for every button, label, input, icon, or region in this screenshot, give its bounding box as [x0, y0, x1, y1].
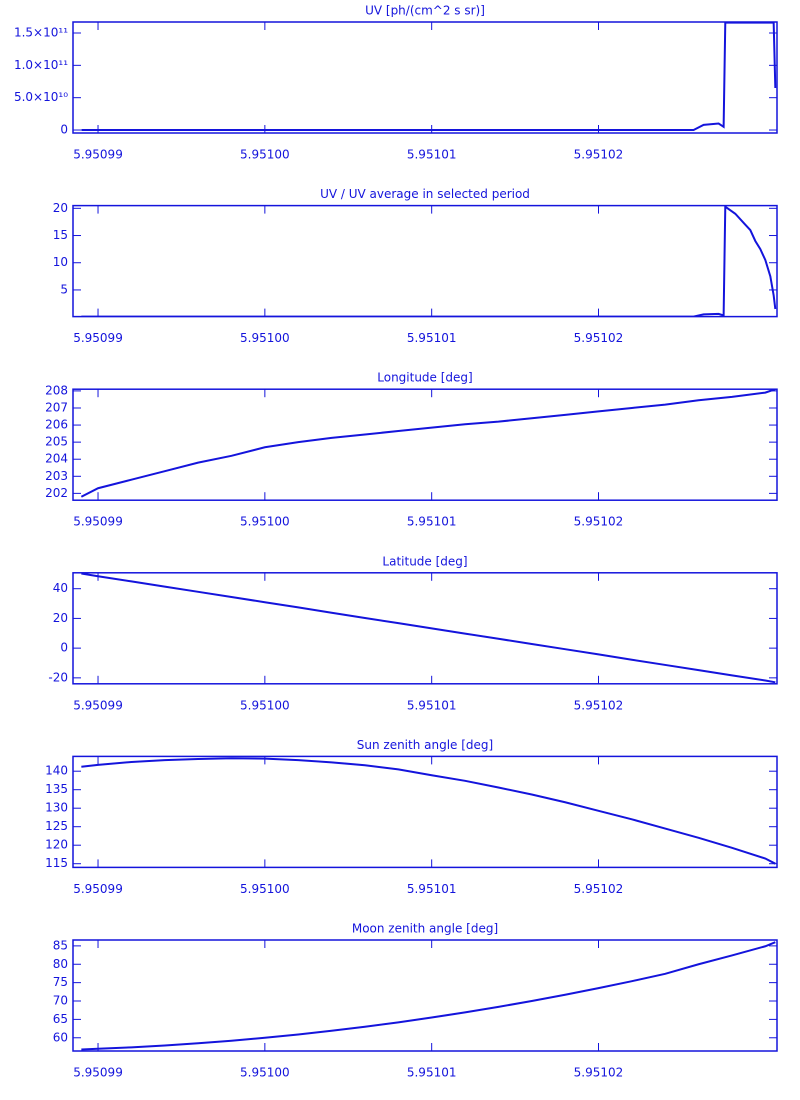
y-tick-label: 40	[53, 581, 68, 595]
y-tick-label: 202	[45, 486, 68, 500]
data-line	[81, 941, 776, 1051]
y-tick-label: 140	[45, 764, 68, 778]
x-tick-label: 5.95100	[240, 331, 290, 345]
data-line	[81, 205, 777, 317]
y-tick-label: 115	[45, 856, 68, 870]
y-tick-label: 5.0×10¹⁰	[14, 90, 68, 104]
plot-frame	[72, 21, 778, 134]
y-tick-label: 120	[45, 838, 68, 852]
chart-title: Sun zenith angle [deg]	[357, 738, 493, 752]
chart-title: UV [ph/(cm^2 s sr)]	[365, 4, 485, 18]
y-tick-label: 20	[53, 611, 68, 625]
y-tick-label: 85	[53, 938, 68, 952]
data-line	[81, 572, 776, 684]
x-tick-label: 5.95101	[407, 515, 457, 529]
panel: UV [ph/(cm^2 s sr)] 5.95099 5.95100 5.95101…	[14, 4, 778, 162]
x-tick-label: 5.95099	[73, 1066, 123, 1080]
x-tick-label: 5.95101	[407, 882, 457, 896]
y-tick-label: 65	[53, 1012, 68, 1026]
plot-frame	[72, 204, 778, 318]
y-tick-label: 60	[53, 1030, 68, 1044]
x-tick-label: 5.95099	[73, 698, 123, 712]
x-tick-label: 5.95099	[73, 515, 123, 529]
y-tick-label: 130	[45, 801, 68, 815]
x-tick-label: 5.95102	[574, 515, 624, 529]
chart-title: Moon zenith angle [deg]	[352, 922, 498, 936]
y-tick-label: 207	[45, 400, 68, 414]
x-tick-label: 5.95101	[407, 1066, 457, 1080]
x-tick-label: 5.95102	[574, 148, 624, 162]
plot-frame	[72, 388, 778, 501]
x-tick-label: 5.95101	[407, 148, 457, 162]
x-tick-label: 5.95099	[73, 331, 123, 345]
y-tick-label: 20	[53, 201, 68, 215]
x-tick-label: 5.95102	[574, 698, 624, 712]
x-tick-label: 5.95100	[240, 515, 290, 529]
y-tick-label: 206	[45, 418, 68, 432]
y-tick-label: 70	[53, 994, 68, 1008]
panel: UV / UV average in selected period 5.9509…	[53, 187, 778, 345]
x-tick-label: 5.95099	[73, 882, 123, 896]
x-tick-label: 5.95099	[73, 148, 123, 162]
plot-frame	[72, 939, 778, 1052]
y-tick-label: -20	[48, 670, 68, 684]
plot-frame	[72, 572, 778, 685]
panel: Moon zenith angle [deg] 5.95099 5.95100 5.9…	[53, 922, 778, 1080]
chart-title: Longitude [deg]	[377, 371, 472, 385]
x-tick-label: 5.95102	[574, 882, 624, 896]
chart-title: UV / UV average in selected period	[320, 187, 530, 201]
y-tick-label: 208	[45, 383, 68, 397]
x-tick-label: 5.95100	[240, 148, 290, 162]
y-tick-label: 75	[53, 975, 68, 989]
y-tick-label: 204	[45, 452, 68, 466]
plot-frame	[72, 755, 778, 869]
panel: Latitude [deg] 5.95099 5.95100 5.95101 5.951…	[48, 554, 778, 712]
y-tick-label: 203	[45, 469, 68, 483]
y-tick-label: 125	[45, 819, 68, 833]
y-tick-label: 1.5×10¹¹	[14, 25, 68, 39]
x-tick-label: 5.95102	[574, 1066, 624, 1080]
x-tick-label: 5.95102	[574, 331, 624, 345]
x-tick-label: 5.95100	[240, 1066, 290, 1080]
x-tick-label: 5.95100	[240, 698, 290, 712]
x-tick-label: 5.95100	[240, 882, 290, 896]
y-tick-label: 5	[60, 282, 68, 296]
y-tick-label: 15	[53, 228, 68, 242]
data-line	[80, 389, 776, 498]
y-tick-label: 80	[53, 957, 68, 971]
chart-title: Latitude [deg]	[382, 554, 467, 568]
y-tick-label: 10	[53, 255, 68, 269]
y-tick-label: 0	[60, 641, 68, 655]
x-tick-label: 5.95101	[407, 331, 457, 345]
x-tick-label: 5.95101	[407, 698, 457, 712]
data-line	[81, 757, 776, 865]
y-tick-label: 205	[45, 435, 68, 449]
panel: Longitude [deg] 5.95099 5.95100 5.95101 5.95…	[45, 371, 778, 529]
y-tick-label: 135	[45, 782, 68, 796]
data-line	[81, 22, 777, 132]
y-tick-label: 0	[60, 123, 68, 137]
panel: Sun zenith angle [deg] 5.95099 5.95100 5.95…	[45, 738, 778, 896]
y-tick-label: 1.0×10¹¹	[14, 58, 68, 72]
